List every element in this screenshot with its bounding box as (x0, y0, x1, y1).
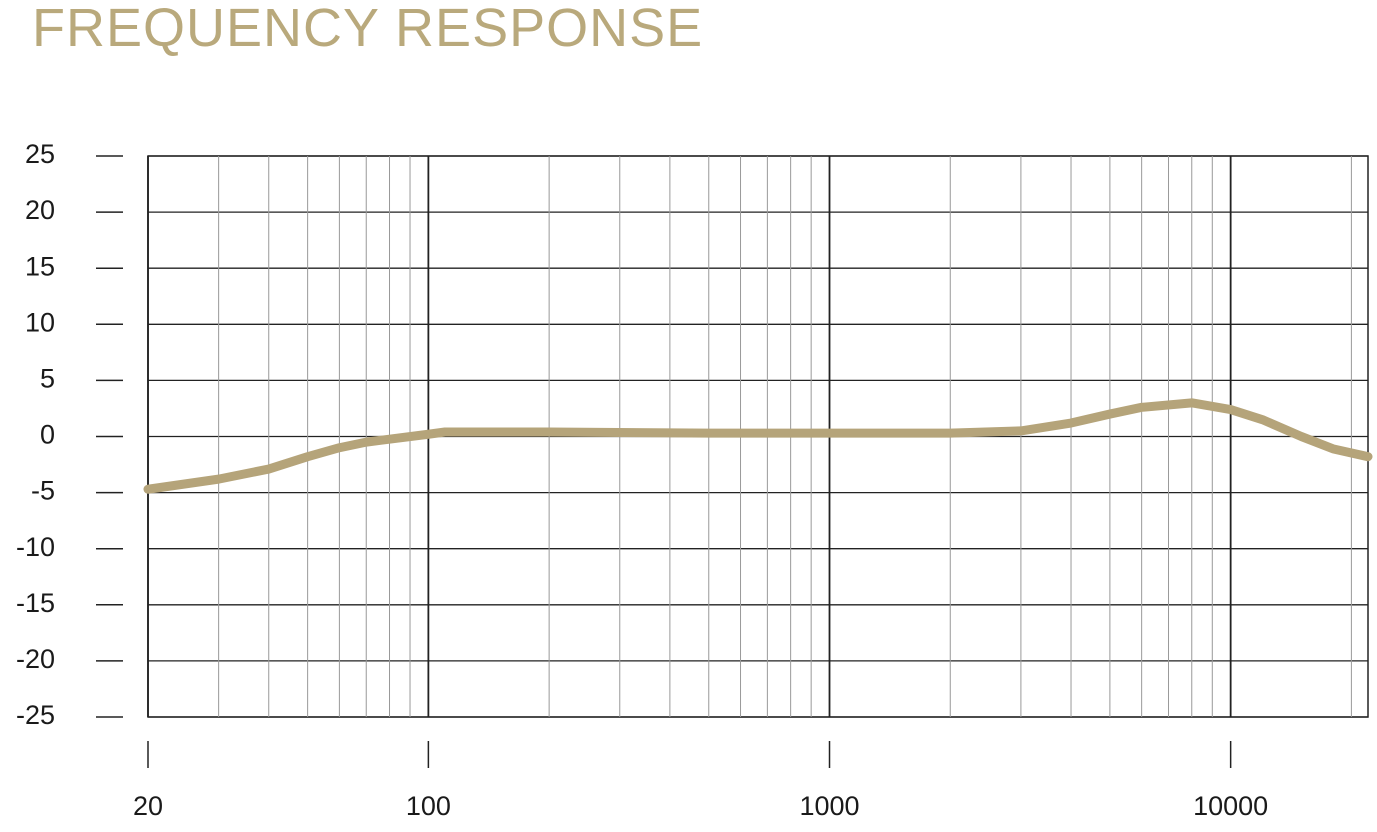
chart-title: FREQUENCY RESPONSE (32, 0, 703, 58)
y-tick-label: 15 (25, 251, 55, 281)
x-tick-label: 1000 (799, 791, 859, 821)
y-tick-label: 10 (25, 307, 55, 337)
y-tick-label: 20 (25, 195, 55, 225)
y-tick-label: -10 (16, 532, 55, 562)
x-tick-label: 10000 (1193, 791, 1268, 821)
y-tick-label: 25 (25, 139, 55, 169)
y-tick-label: -15 (16, 588, 55, 618)
y-tick-label: 5 (40, 364, 55, 394)
y-tick-label: -20 (16, 644, 55, 674)
y-tick-label: 0 (40, 420, 55, 450)
x-tick-label: 100 (406, 791, 451, 821)
x-tick-label: 20 (133, 791, 163, 821)
response-line (143, 398, 1373, 494)
y-tick-label: -5 (31, 476, 55, 506)
y-tick-label: -25 (16, 700, 55, 730)
